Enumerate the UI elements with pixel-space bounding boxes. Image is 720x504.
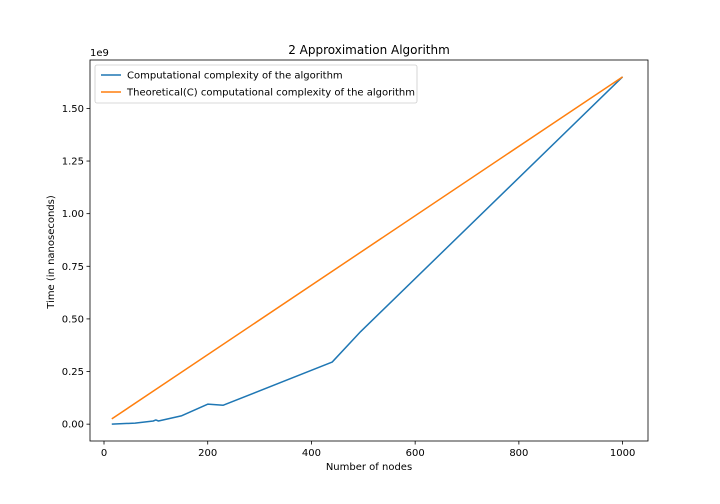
y-tick-label: 1.25: [62, 157, 84, 168]
x-axis-label: Number of nodes: [326, 462, 412, 473]
series-lines: [111, 76, 624, 425]
x-axis-ticks: 0 200 400 600 800 1000: [101, 441, 635, 459]
x-tick-label: 1000: [610, 448, 635, 459]
x-tick-label: 800: [509, 448, 528, 459]
x-tick-label: 200: [198, 448, 217, 459]
plot-frame: [89, 59, 649, 442]
series-line-2: [111, 76, 624, 420]
y-tick-label: 0.25: [62, 367, 84, 378]
y-tick-label: 0.75: [62, 262, 84, 273]
legend-box: [94, 64, 418, 104]
y-axis-ticks: 0.00 0.25 0.50 0.75 1.00 1.25 1.50: [62, 104, 90, 431]
y-axis-label: Time (in nanoseconds): [46, 195, 57, 310]
series-line-1: [111, 76, 624, 425]
y-tick-label: 0.50: [62, 314, 84, 325]
y-offset-label: 1e9: [90, 48, 109, 59]
legend-entry: Theoretical(C) computational complexity …: [126, 88, 415, 99]
chart-title: 2 Approximation Algorithm: [288, 43, 450, 57]
y-tick-label: 0.00: [62, 420, 84, 431]
y-tick-label: 1.50: [62, 104, 84, 115]
x-tick-label: 0: [101, 448, 107, 459]
legend: Computational complexity of the algorith…: [94, 64, 418, 104]
x-tick-label: 600: [406, 448, 425, 459]
x-tick-label: 400: [302, 448, 321, 459]
legend-entry: Computational complexity of the algorith…: [127, 71, 343, 82]
y-tick-label: 1.00: [62, 209, 84, 220]
